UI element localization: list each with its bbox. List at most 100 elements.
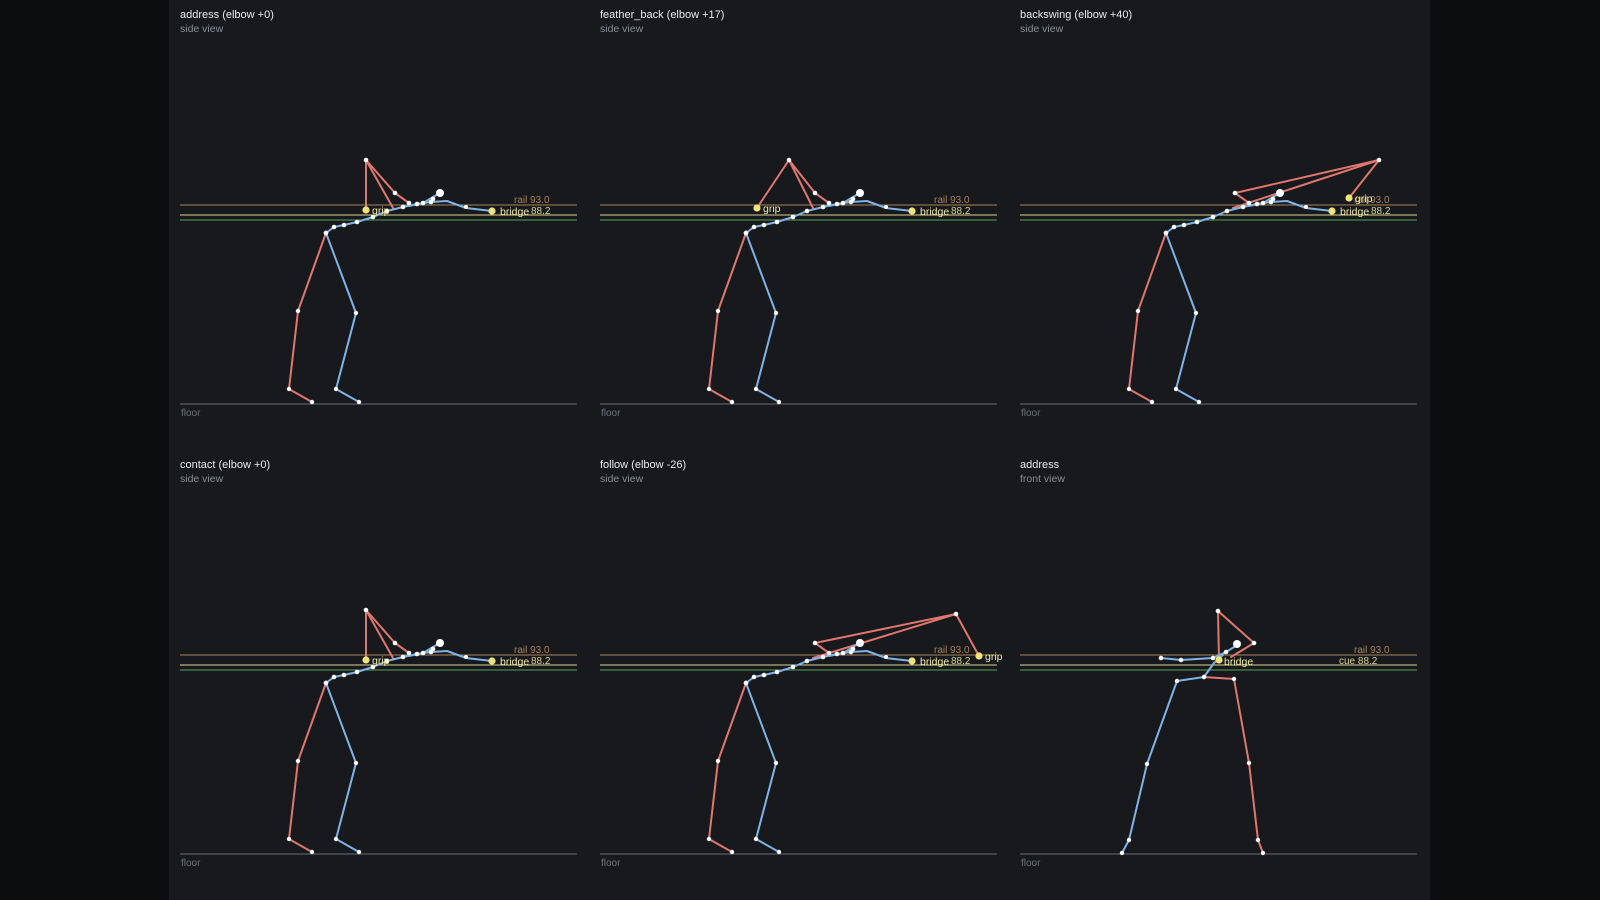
bridge-label: bridge: [1224, 656, 1253, 668]
leg-joint: [1246, 760, 1252, 766]
panel-backswing-side: rail 93.0 floor grip bridge 88.2 backswing (…: [1009, 0, 1429, 440]
left-arm: [1217, 610, 1255, 661]
rail-label: rail 93.0: [1354, 645, 1390, 656]
cue-joint: [884, 655, 888, 659]
left-arm: [365, 159, 410, 211]
arm-joint: [1210, 655, 1216, 661]
panel-title: follow (elbow -26): [600, 459, 687, 471]
stick-figure-plot: rail 93.0 floor bridge cue 88.2: [1020, 608, 1417, 869]
arm-joint: [1376, 157, 1382, 163]
left-leg: [708, 232, 747, 403]
spine-joint: [761, 672, 767, 678]
head-joint: [1233, 640, 1241, 648]
bridge-label: bridge: [500, 206, 529, 218]
panel-subtitle: side view: [1020, 23, 1064, 35]
spine-joint: [1194, 219, 1200, 225]
leg-joint: [309, 399, 315, 405]
arm-joint: [392, 190, 398, 196]
floor-label: floor: [1021, 858, 1041, 869]
left-arm: [756, 159, 830, 209]
spine-joint: [400, 204, 406, 210]
arm-joint: [363, 607, 369, 613]
leg-joint: [1144, 761, 1150, 767]
panel-contact-side: rail 93.0 floor grip bridge 88.2 contact (el…: [169, 450, 589, 890]
grip-label: grip: [1355, 193, 1373, 205]
grip-marker: [362, 656, 370, 664]
spine-joint: [331, 674, 337, 680]
cue-height-label: cue 88.2: [1339, 656, 1378, 667]
rail-label: rail 93.0: [934, 195, 970, 206]
panel-subtitle: side view: [180, 473, 224, 485]
bridge-label: bridge: [1340, 206, 1369, 218]
right-leg: [325, 232, 360, 403]
arm-joint: [1215, 608, 1221, 614]
arm-joint: [430, 196, 436, 202]
spine-joint: [1254, 201, 1260, 207]
cue-joint: [1304, 205, 1308, 209]
leg-joint: [1193, 310, 1199, 316]
leg-joint: [729, 849, 735, 855]
arm-joint: [392, 640, 398, 646]
spine-joint: [414, 201, 420, 207]
left-leg: [288, 232, 327, 403]
arm-joint: [406, 650, 412, 656]
leg-joint: [295, 758, 301, 764]
leg-joint: [353, 760, 359, 766]
left-leg: [1203, 676, 1264, 854]
arm-joint: [420, 650, 426, 656]
panel-title: contact (elbow +0): [180, 459, 271, 471]
panel-follow-side: rail 93.0 floor grip bridge 88.2 follow (elb…: [589, 450, 1009, 890]
grip-marker: [753, 204, 761, 212]
leg-joint: [295, 308, 301, 314]
left-arm: [1232, 159, 1380, 209]
panel-title: feather_back (elbow +17): [600, 9, 725, 21]
leg-joint: [1196, 399, 1202, 405]
spine-joint: [384, 208, 390, 214]
leg-joint: [1255, 837, 1261, 843]
cue-height-label: 88.2: [951, 206, 971, 217]
leg-joint: [729, 399, 735, 405]
bridge-label: bridge: [920, 656, 949, 668]
head-joint: [436, 189, 444, 197]
rail-label: rail 93.0: [1354, 195, 1390, 206]
rail-label: rail 93.0: [514, 645, 550, 656]
arm-joint: [850, 646, 856, 652]
leg-joint: [1126, 837, 1132, 843]
grip-label: grip: [372, 655, 390, 667]
panel-title: address (elbow +0): [180, 9, 274, 21]
leg-joint: [776, 849, 782, 855]
spine-joint: [774, 219, 780, 225]
bridge-label: bridge: [500, 656, 529, 668]
leg-joint: [1201, 674, 1207, 680]
spine-joint: [341, 672, 347, 678]
grip-marker: [362, 206, 370, 214]
leg-joint: [356, 399, 362, 405]
grip-marker: [975, 652, 983, 660]
leg-joint: [286, 836, 292, 842]
arm-joint: [1260, 200, 1266, 206]
leg-joint: [286, 386, 292, 392]
arm-joint: [1251, 640, 1257, 646]
head-joint: [856, 639, 864, 647]
leg-joint: [333, 836, 339, 842]
cue-height-label: 88.2: [531, 656, 551, 667]
cue-height-label: 88.2: [531, 206, 551, 217]
arm-joint: [850, 196, 856, 202]
grip-label: grip: [985, 651, 1003, 663]
spine-joint: [834, 651, 840, 657]
bridge-marker: [908, 207, 916, 215]
spine-joint: [354, 219, 360, 225]
arm-joint: [1246, 200, 1252, 206]
spine-joint: [774, 669, 780, 675]
cue-height-label: 88.2: [1371, 206, 1391, 217]
spine-joint: [1240, 204, 1246, 210]
leg-joint: [1119, 850, 1125, 856]
spine-joint: [354, 669, 360, 675]
leg-joint: [1126, 386, 1132, 392]
bridge-marker: [1215, 656, 1223, 664]
panel-address-side: rail 93.0 floor grip bridge 88.2 address (el…: [169, 0, 589, 440]
rail-label: rail 93.0: [934, 645, 970, 656]
